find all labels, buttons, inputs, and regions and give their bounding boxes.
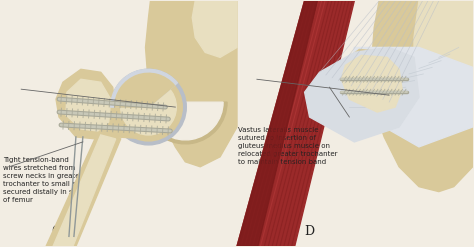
- Polygon shape: [237, 1, 355, 246]
- Circle shape: [115, 73, 182, 141]
- Polygon shape: [192, 1, 237, 57]
- Polygon shape: [349, 47, 473, 147]
- Polygon shape: [305, 47, 419, 142]
- Polygon shape: [341, 55, 402, 112]
- Text: Vastus lateralis muscle
sutured to insertion of
gluteus medius muscle on
relocat: Vastus lateralis muscle sutured to inser…: [238, 127, 337, 165]
- Polygon shape: [414, 1, 473, 122]
- Text: C: C: [51, 225, 61, 238]
- Wedge shape: [115, 73, 174, 107]
- Wedge shape: [407, 87, 467, 117]
- Polygon shape: [53, 135, 116, 246]
- Polygon shape: [66, 79, 111, 131]
- Text: Tight tension-band
wires stretched from
screw necks in greater
trochanter to sma: Tight tension-band wires stretched from …: [3, 157, 93, 203]
- Circle shape: [121, 79, 176, 135]
- Wedge shape: [111, 69, 177, 107]
- Wedge shape: [146, 102, 227, 144]
- Polygon shape: [237, 1, 318, 246]
- Polygon shape: [371, 1, 473, 192]
- Polygon shape: [96, 102, 155, 139]
- Text: D: D: [304, 225, 315, 238]
- Wedge shape: [150, 102, 223, 140]
- Polygon shape: [46, 132, 121, 246]
- Polygon shape: [337, 49, 407, 117]
- Circle shape: [111, 69, 186, 145]
- Polygon shape: [146, 1, 237, 167]
- Polygon shape: [56, 69, 116, 139]
